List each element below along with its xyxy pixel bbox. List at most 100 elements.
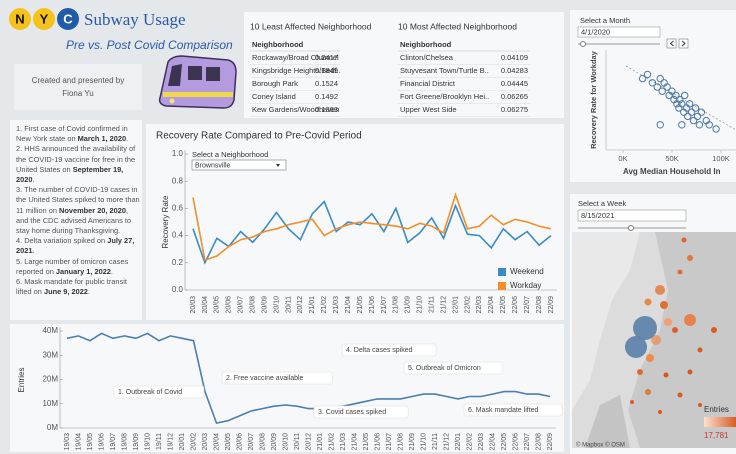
note: 4. Delta variation spiked on July 27, 20…	[16, 236, 140, 256]
x-tick-label: 21/11	[429, 296, 436, 313]
note-post: , and the CDC advised Americans to stay …	[16, 205, 132, 236]
table-header: Neighborhood	[400, 40, 452, 49]
note-pre: 6. Mask mandate for public transit lifte…	[16, 277, 127, 297]
annotation-box	[341, 343, 437, 357]
filter-label: Select a Month	[580, 16, 630, 25]
note: 6. Mask mandate for public transit lifte…	[16, 277, 140, 297]
scatter-point	[691, 104, 700, 112]
scatter-point	[697, 108, 706, 116]
x-tick-label: 21/01	[309, 296, 316, 314]
y-tick-label: 20M	[42, 375, 58, 384]
annotation: 6. Mask mandate lifted	[468, 407, 539, 414]
table-value: 0.1524	[315, 79, 338, 88]
map-filter-value: 8/15/2021	[581, 211, 614, 220]
y-tick-label: 0.0	[172, 285, 184, 294]
y-axis-label: Entries	[17, 368, 26, 393]
notes: 1. First case of Covid confirmed in New …	[16, 124, 140, 297]
x-tick-label: 21/07	[386, 433, 393, 451]
y-tick-label: 0M	[47, 423, 58, 432]
x-axis-label: Avg Median Household In	[623, 167, 721, 176]
note: 5. Large number of omicron cases reporte…	[16, 257, 140, 277]
x-tick-label: 20/06	[236, 433, 243, 451]
dropdown-arrow	[276, 164, 280, 167]
month-input[interactable]	[577, 26, 661, 38]
data-line	[192, 192, 552, 262]
x-tick-label: 100K	[712, 154, 730, 163]
x-tick-label: 21/04	[345, 296, 352, 314]
x-tick-label: 22/04	[489, 433, 496, 451]
week-input[interactable]	[577, 209, 687, 222]
table-title: 10 Most Affected Neighborhood	[398, 21, 517, 31]
entries-panel	[10, 324, 564, 452]
scatter-point	[693, 112, 702, 121]
y-tick-label: 10M	[42, 399, 58, 408]
x-tick-label: 21/05	[363, 433, 370, 451]
y-tick-label: 0.8	[172, 176, 184, 185]
x-tick-label: 21/02	[328, 433, 335, 451]
x-tick-label: 20/08	[250, 296, 257, 314]
prev-button[interactable]	[666, 38, 677, 49]
note-post: .	[87, 287, 90, 297]
x-tick-label: 22/06	[512, 433, 519, 451]
prev-arrow	[669, 40, 674, 47]
x-tick-label: 21/07	[381, 296, 388, 314]
x-tick-label: 19/07	[110, 433, 117, 451]
slider-knob[interactable]	[580, 41, 586, 47]
table-cell: Clinton/Chelsea	[400, 53, 454, 62]
scatter-point	[653, 83, 661, 91]
neighborhood-dropdown[interactable]	[191, 159, 287, 171]
x-tick-label: 22/07	[524, 433, 531, 451]
logo-letter: C	[63, 11, 73, 26]
note-bold: March 1, 2020	[77, 134, 127, 144]
logo-circle	[57, 8, 79, 30]
slider-knob[interactable]	[628, 225, 634, 231]
annotation-box	[403, 361, 503, 375]
scatter-point	[672, 91, 680, 100]
x-tick-label: 19/08	[121, 433, 128, 451]
table-cell: Kew Gardens/Woodhaven	[252, 105, 339, 114]
next-arrow	[681, 40, 686, 47]
note-post: .	[32, 246, 35, 256]
note-bold: June 9, 2022	[43, 287, 88, 297]
logo-letter: N	[15, 11, 24, 26]
scatter-point	[638, 74, 647, 83]
note-post: .	[126, 134, 129, 144]
x-tick-label: 20/11	[285, 296, 292, 313]
next-button[interactable]	[678, 38, 689, 49]
note: 1. First case of Covid confirmed in New …	[16, 124, 140, 144]
y-tick-label: 1.0	[172, 149, 184, 158]
x-tick-label: 22/06	[512, 296, 519, 314]
x-tick-label: 19/11	[156, 433, 163, 450]
annotation-box	[221, 371, 333, 385]
x-tick-label: 20/10	[273, 296, 280, 314]
table-cell: Rockaway/Broad Channel	[252, 53, 339, 62]
data-line	[192, 200, 552, 265]
note-pre: 2. HHS announced the availability of the…	[16, 144, 136, 174]
x-tick-label: 21/02	[321, 296, 328, 314]
x-tick-label: 22/08	[535, 433, 542, 451]
x-tick-label: 20/08	[259, 433, 266, 451]
table-value: 0.06275	[501, 105, 528, 114]
x-tick-label: 22/05	[501, 433, 508, 451]
x-tick-label: 20/09	[261, 296, 268, 314]
note: 3. The number of COVID-19 cases in the U…	[16, 185, 140, 236]
x-tick-label: 20/10	[282, 433, 289, 451]
table-cell: Financial District	[400, 79, 456, 88]
x-tick-label: 19/04	[75, 433, 82, 451]
x-tick-label: 20/02	[190, 433, 197, 451]
x-tick-label: 21/03	[333, 296, 340, 314]
notes-panel	[10, 120, 142, 320]
x-tick-label: 20/06	[226, 296, 233, 314]
note-pre: 5. Large number of omicron cases reporte…	[16, 256, 129, 276]
x-tick-label: 22/04	[488, 296, 495, 314]
scatter-point	[663, 83, 671, 91]
x-tick-label: 21/09	[405, 296, 412, 314]
x-tick-label: 20/12	[297, 296, 304, 314]
note-bold: November 20, 2020	[59, 205, 126, 215]
x-tick-label: 20/04	[202, 296, 209, 314]
recovery-panel	[146, 124, 564, 320]
x-tick-label: 21/12	[440, 296, 447, 314]
map-legend-max: 17,781	[704, 431, 729, 440]
x-tick-label: 20/01	[179, 433, 186, 451]
